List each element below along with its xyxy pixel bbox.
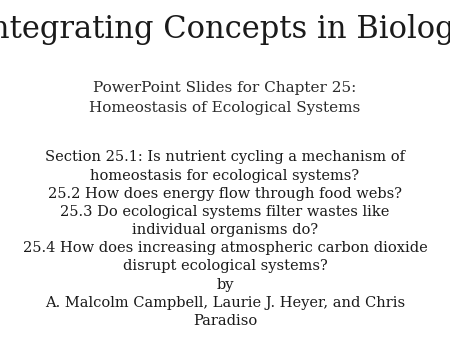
Text: Section 25.1: Is nutrient cycling a mechanism of
homeostasis for ecological syst: Section 25.1: Is nutrient cycling a mech… xyxy=(22,150,427,328)
Text: Integrating Concepts in Biology: Integrating Concepts in Biology xyxy=(0,14,450,45)
Text: PowerPoint Slides for Chapter 25:
Homeostasis of Ecological Systems: PowerPoint Slides for Chapter 25: Homeos… xyxy=(90,81,360,115)
